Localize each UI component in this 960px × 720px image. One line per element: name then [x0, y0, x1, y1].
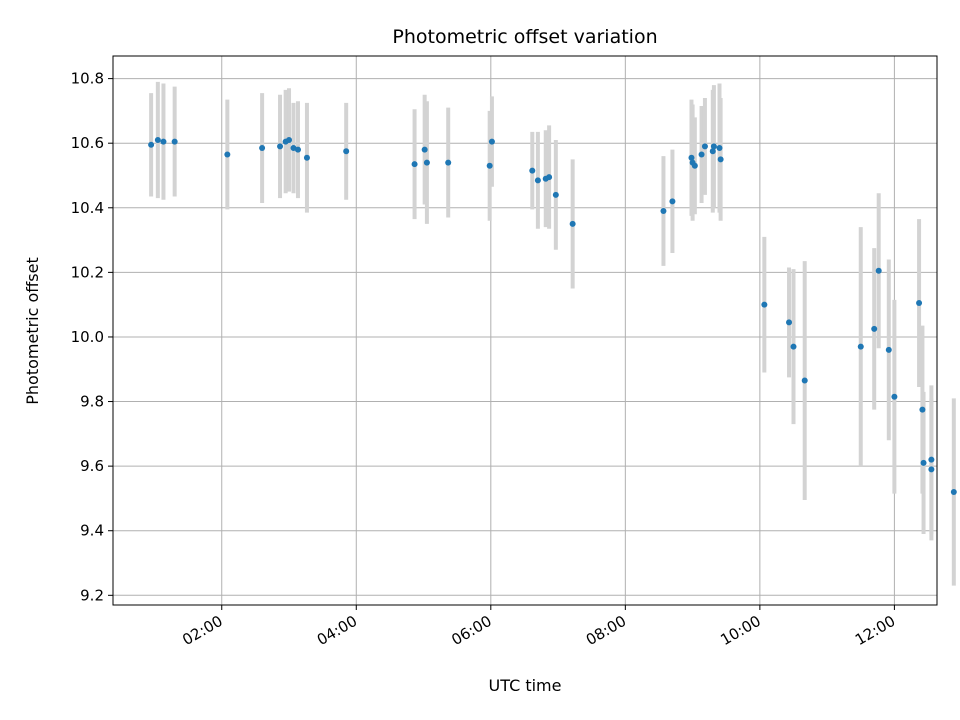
data-point [709, 148, 716, 155]
data-point [546, 174, 553, 181]
y-tick-label: 10.4 [71, 199, 104, 217]
data-points [148, 136, 957, 495]
y-tick-label: 10.8 [71, 70, 104, 88]
data-point [486, 162, 493, 169]
data-point [294, 146, 301, 153]
data-point [343, 148, 350, 155]
x-axis-label: UTC time [489, 676, 562, 695]
y-axis-ticks: 9.2 9.4 9.6 9.8 10.0 10.2 10.4 10.6 10.8 [71, 70, 113, 604]
data-point [286, 136, 293, 143]
data-point [801, 377, 808, 384]
data-point [303, 154, 310, 161]
y-tick-label: 10.0 [71, 328, 104, 346]
data-point [421, 146, 428, 153]
plot-frame [112, 55, 938, 606]
data-point [950, 488, 957, 495]
data-point [148, 141, 155, 148]
y-tick-label: 9.6 [80, 457, 104, 475]
data-point [885, 346, 892, 353]
data-point [171, 138, 178, 145]
data-point [488, 138, 495, 145]
data-point [691, 162, 698, 169]
data-point [698, 151, 705, 158]
data-point [786, 319, 793, 326]
y-tick-label: 10.2 [71, 263, 104, 281]
data-point [411, 161, 418, 168]
data-point [875, 267, 882, 274]
data-point [669, 198, 676, 205]
data-point [529, 167, 536, 174]
y-axis-label: Photometric offset [23, 257, 42, 405]
data-point [871, 325, 878, 332]
data-point [259, 145, 266, 152]
data-point [688, 154, 695, 161]
y-tick-label: 9.8 [80, 393, 104, 411]
data-point [761, 301, 768, 308]
data-point [552, 191, 559, 198]
chart-title: Photometric offset variation [392, 26, 657, 48]
data-point [445, 159, 452, 166]
data-point [710, 143, 717, 150]
data-point [920, 459, 927, 466]
data-point [919, 406, 926, 413]
data-point [569, 220, 576, 227]
data-point [717, 156, 724, 163]
data-point [160, 138, 167, 145]
data-point [423, 159, 430, 166]
data-point [857, 343, 864, 350]
data-point [928, 466, 935, 473]
data-point [701, 143, 708, 150]
data-point [224, 151, 231, 158]
data-point [534, 177, 541, 184]
data-point [660, 208, 667, 215]
y-tick-label: 10.6 [71, 134, 104, 152]
y-tick-label: 9.2 [80, 586, 104, 604]
data-point [891, 393, 898, 400]
data-point [790, 343, 797, 350]
y-tick-label: 9.4 [80, 522, 104, 540]
data-point [928, 456, 935, 463]
data-point [916, 300, 923, 307]
data-point [716, 145, 723, 152]
data-point [277, 143, 284, 150]
data-point [154, 136, 161, 143]
